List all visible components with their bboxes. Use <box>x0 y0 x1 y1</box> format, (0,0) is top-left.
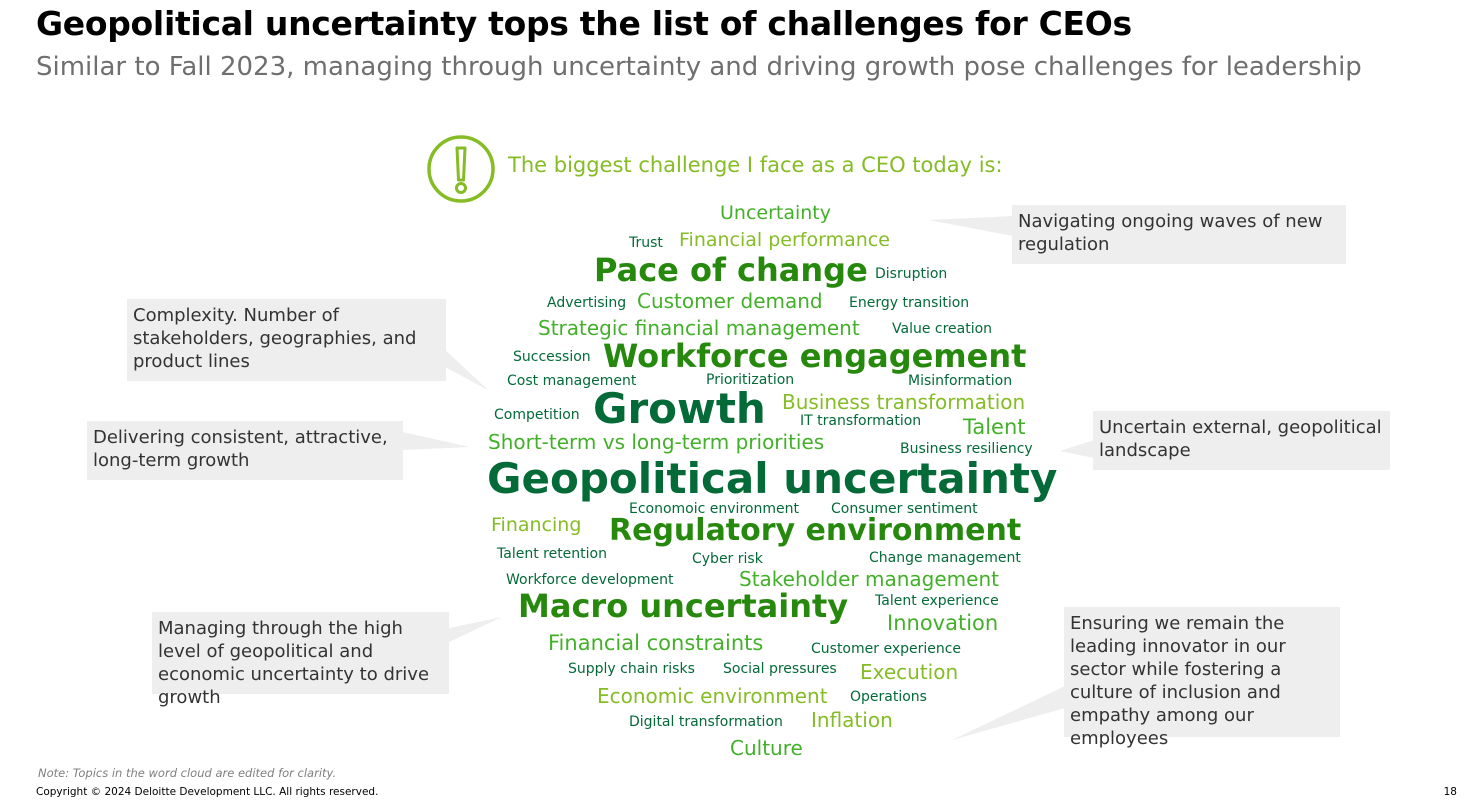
word-cloud-term: Competition <box>494 407 580 423</box>
word-cloud-term: Execution <box>860 660 959 684</box>
word-cloud-term: Consumer sentiment <box>831 501 978 517</box>
quote-callout-regulation: Navigating ongoing waves of new regulati… <box>1012 205 1346 264</box>
word-cloud-term: Talent retention <box>497 546 607 562</box>
word-cloud-term: IT transformation <box>800 413 922 429</box>
prompt-text: The biggest challenge I face as a CEO to… <box>508 153 1003 177</box>
word-cloud-term: Culture <box>730 736 803 760</box>
word-cloud-term: Trust <box>629 235 663 251</box>
word-cloud-term: Talent experience <box>875 593 999 609</box>
quote-callout-uncertainty: Managing through the high level of geopo… <box>152 612 449 708</box>
word-cloud-term: Misinformation <box>908 373 1013 389</box>
word-cloud-term: Economoic environment <box>629 501 799 517</box>
page-number: 18 <box>1443 786 1457 798</box>
word-cloud-term: Strategic financial management <box>538 316 860 340</box>
word-cloud-term: Macro uncertainty <box>518 587 849 625</box>
word-cloud-term: Value creation <box>892 321 993 337</box>
word-cloud-term: Inflation <box>811 708 893 732</box>
word-cloud-term: Economic environment <box>597 684 828 708</box>
word-cloud-term: Cost management <box>507 373 637 389</box>
word-cloud-term: Change management <box>869 550 1021 566</box>
word-cloud-term: Regulatory environment <box>609 513 1022 548</box>
word-cloud-term: Business resiliency <box>900 441 1033 457</box>
word-cloud-term: Social pressures <box>723 661 837 677</box>
word-cloud-term: Customer demand <box>637 289 823 313</box>
exclamation-icon <box>426 134 496 204</box>
quote-callout-complexity: Complexity. Number of stakeholders, geog… <box>127 299 446 381</box>
word-cloud-term: Workforce development <box>506 572 674 588</box>
quote-callout-growth: Delivering consistent, attractive, long-… <box>87 421 403 480</box>
word-cloud-term: Workforce engagement <box>603 337 1027 375</box>
word-cloud-term: Financial constraints <box>548 631 764 655</box>
word-cloud-term: Talent <box>963 415 1026 439</box>
word-cloud-term: Geopolitical uncertainty <box>487 454 1058 503</box>
copyright: Copyright © 2024 Deloitte Development LL… <box>36 786 379 798</box>
word-cloud-term: Advertising <box>547 295 627 311</box>
quote-callout-innovation: Ensuring we remain the leading innovator… <box>1064 607 1340 749</box>
word-cloud-term: Financial performance <box>679 229 890 251</box>
word-cloud-term: Financing <box>491 514 582 536</box>
footnote: Note: Topics in the word cloud are edite… <box>38 766 337 780</box>
word-cloud-term: Energy transition <box>849 295 970 311</box>
page-title: Geopolitical uncertainty tops the list o… <box>36 4 1132 43</box>
word-cloud-term: Stakeholder management <box>739 567 999 591</box>
word-cloud-term: Cyber risk <box>692 551 763 567</box>
word-cloud-term: Digital transformation <box>629 714 783 730</box>
word-cloud-term: Operations <box>850 689 927 705</box>
word-cloud-term: Growth <box>593 384 766 433</box>
word-cloud-term: Customer experience <box>811 641 962 657</box>
word-cloud-term: Business transformation <box>782 390 1026 414</box>
word-cloud-term: Pace of change <box>594 251 868 289</box>
word-cloud-term: Short-term vs long-term priorities <box>488 430 825 454</box>
word-cloud-term: Uncertainty <box>720 202 832 224</box>
page-subtitle: Similar to Fall 2023, managing through u… <box>36 52 1362 82</box>
word-cloud-term: Innovation <box>887 611 999 635</box>
word-cloud-term: Supply chain risks <box>568 661 695 677</box>
word-cloud-term: Prioritization <box>706 372 795 388</box>
word-cloud-term: Succession <box>513 349 591 365</box>
word-cloud-term: Disruption <box>875 266 948 282</box>
quote-callout-geopolitical: Uncertain external, geopolitical landsca… <box>1093 411 1390 470</box>
